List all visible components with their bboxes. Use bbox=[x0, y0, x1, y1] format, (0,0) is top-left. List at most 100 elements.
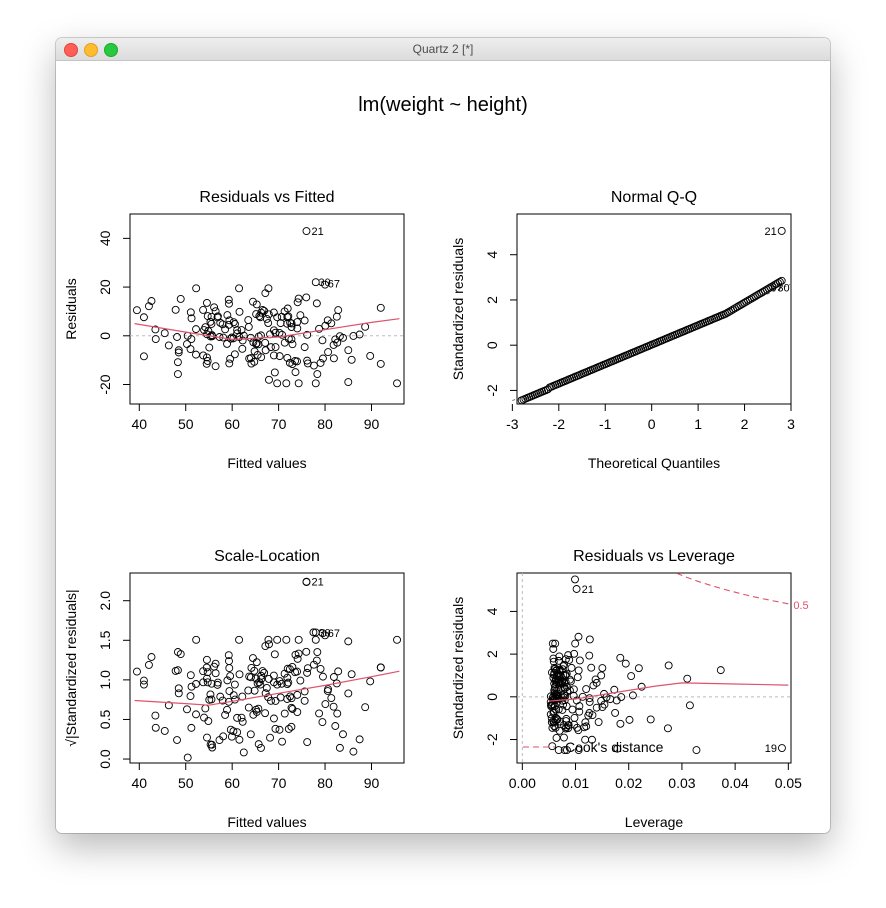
resfit-point bbox=[315, 324, 324, 333]
resfit-point bbox=[293, 298, 302, 307]
scaleloc-point bbox=[287, 722, 296, 731]
resleverage-point bbox=[585, 651, 594, 660]
scaleloc-point bbox=[280, 709, 289, 718]
resfit-point bbox=[207, 312, 216, 321]
resleverage-point bbox=[592, 703, 601, 712]
resleverage-point bbox=[548, 723, 557, 732]
resleverage-point bbox=[585, 694, 594, 703]
scaleloc-point bbox=[244, 686, 253, 695]
plot-canvas: lm(weight ~ height) Residuals vs Fitted F… bbox=[56, 61, 830, 833]
scaleloc-point bbox=[257, 743, 265, 752]
minimize-button[interactable] bbox=[84, 43, 98, 57]
resfit-point-label: 30 bbox=[318, 277, 330, 289]
close-button[interactable] bbox=[64, 43, 78, 57]
resfit-point bbox=[355, 330, 364, 339]
qq-point-label: 30 bbox=[777, 283, 789, 295]
resleverage-point bbox=[587, 663, 596, 672]
resleverage-point bbox=[562, 717, 570, 726]
resfit-point bbox=[284, 312, 293, 321]
resfit-ytick-label: -20 bbox=[97, 374, 113, 394]
scaleloc-point bbox=[203, 674, 211, 683]
resfit-point bbox=[283, 353, 292, 362]
resleverage-point bbox=[548, 639, 557, 648]
scaleloc-point bbox=[213, 678, 222, 687]
scaleloc-point bbox=[250, 666, 259, 675]
resfit-point bbox=[254, 340, 263, 349]
resfit-ytick-label: 0 bbox=[97, 332, 113, 340]
resfit-point bbox=[223, 311, 232, 320]
scaleloc-plot-box bbox=[129, 572, 405, 764]
resfit-point bbox=[287, 335, 296, 344]
scaleloc-ytick-label: 2.0 bbox=[97, 591, 113, 611]
resleverage-point bbox=[564, 651, 573, 660]
resleverage-point bbox=[616, 653, 625, 662]
resleverage-point bbox=[568, 705, 577, 714]
scaleloc-point bbox=[174, 689, 183, 698]
resfit-point bbox=[221, 325, 230, 334]
qq-xtick-label: 0 bbox=[648, 416, 656, 432]
scaleloc-point bbox=[183, 753, 192, 762]
resfit-point bbox=[261, 346, 270, 355]
scaleloc-point bbox=[192, 710, 200, 719]
scaleloc-point bbox=[335, 743, 344, 752]
scaleloc-ytick-label: 0.0 bbox=[97, 749, 113, 769]
resfit-point bbox=[269, 308, 278, 317]
resleverage-point bbox=[570, 649, 579, 658]
resleverage-point bbox=[547, 668, 556, 677]
scaleloc-xlabel: Fitted values bbox=[227, 814, 306, 830]
resfit-point bbox=[151, 335, 160, 344]
scaleloc-point bbox=[284, 678, 293, 687]
resfit-xlabel: Fitted values bbox=[227, 455, 306, 471]
resleverage-xtick-label: 0.00 bbox=[509, 775, 536, 791]
scaleloc-point bbox=[225, 687, 234, 696]
scaleloc-point bbox=[224, 651, 233, 660]
scaleloc-xtick-label: 80 bbox=[317, 775, 333, 791]
zoom-button[interactable] bbox=[104, 43, 118, 57]
resleverage-point bbox=[549, 645, 558, 653]
resfit-point bbox=[287, 319, 296, 328]
resfit-point bbox=[303, 330, 312, 339]
resleverage-point bbox=[554, 685, 563, 694]
scaleloc-point bbox=[300, 696, 309, 705]
resfit-point bbox=[321, 280, 330, 289]
resfit-point bbox=[323, 316, 332, 325]
qq-ytick-label: 2 bbox=[484, 296, 500, 304]
resfit-xtick-label: 70 bbox=[271, 416, 287, 432]
resfit-point bbox=[192, 350, 200, 359]
title-bar[interactable]: Quartz 2 [*] bbox=[56, 38, 830, 61]
resfit-point bbox=[339, 333, 347, 342]
resfit-point bbox=[218, 320, 227, 329]
qq-ylabel: Standardized residuals bbox=[450, 238, 466, 380]
resleverage-point bbox=[663, 724, 672, 733]
scaleloc-point bbox=[244, 703, 253, 712]
resfit-point bbox=[144, 302, 153, 311]
scaleloc-point bbox=[276, 693, 285, 702]
resfit-point bbox=[309, 361, 318, 370]
resfit-title: Residuals vs Fitted bbox=[199, 189, 334, 206]
resleverage-point bbox=[612, 696, 621, 705]
scaleloc-ytick-label: 0.5 bbox=[97, 710, 113, 730]
resleverage-point bbox=[646, 715, 655, 724]
scaleloc-point bbox=[324, 685, 333, 694]
quartz-window: Quartz 2 [*] lm(weight ~ height) Residua… bbox=[56, 38, 830, 833]
scaleloc-point bbox=[250, 686, 259, 695]
qq-point bbox=[777, 227, 786, 235]
resfit-point bbox=[347, 355, 356, 364]
resleverage-point bbox=[558, 678, 567, 687]
scaleloc-point bbox=[203, 668, 212, 677]
resleverage-point bbox=[588, 735, 596, 744]
resfit-point bbox=[199, 351, 208, 360]
scaleloc-point bbox=[206, 740, 215, 749]
resleverage-point bbox=[556, 671, 565, 680]
resfit-point bbox=[238, 344, 247, 353]
scaleloc-point bbox=[211, 669, 220, 678]
scaleloc-point bbox=[237, 713, 246, 722]
resfit-point bbox=[174, 348, 183, 357]
scaleloc-point bbox=[287, 703, 296, 712]
resfit-point bbox=[334, 306, 343, 315]
scaleloc-point bbox=[269, 671, 278, 680]
scaleloc-point bbox=[254, 704, 263, 713]
resfit-ytick-label: 20 bbox=[97, 279, 113, 295]
resfit-point bbox=[245, 354, 254, 363]
resfit-point bbox=[229, 318, 238, 327]
